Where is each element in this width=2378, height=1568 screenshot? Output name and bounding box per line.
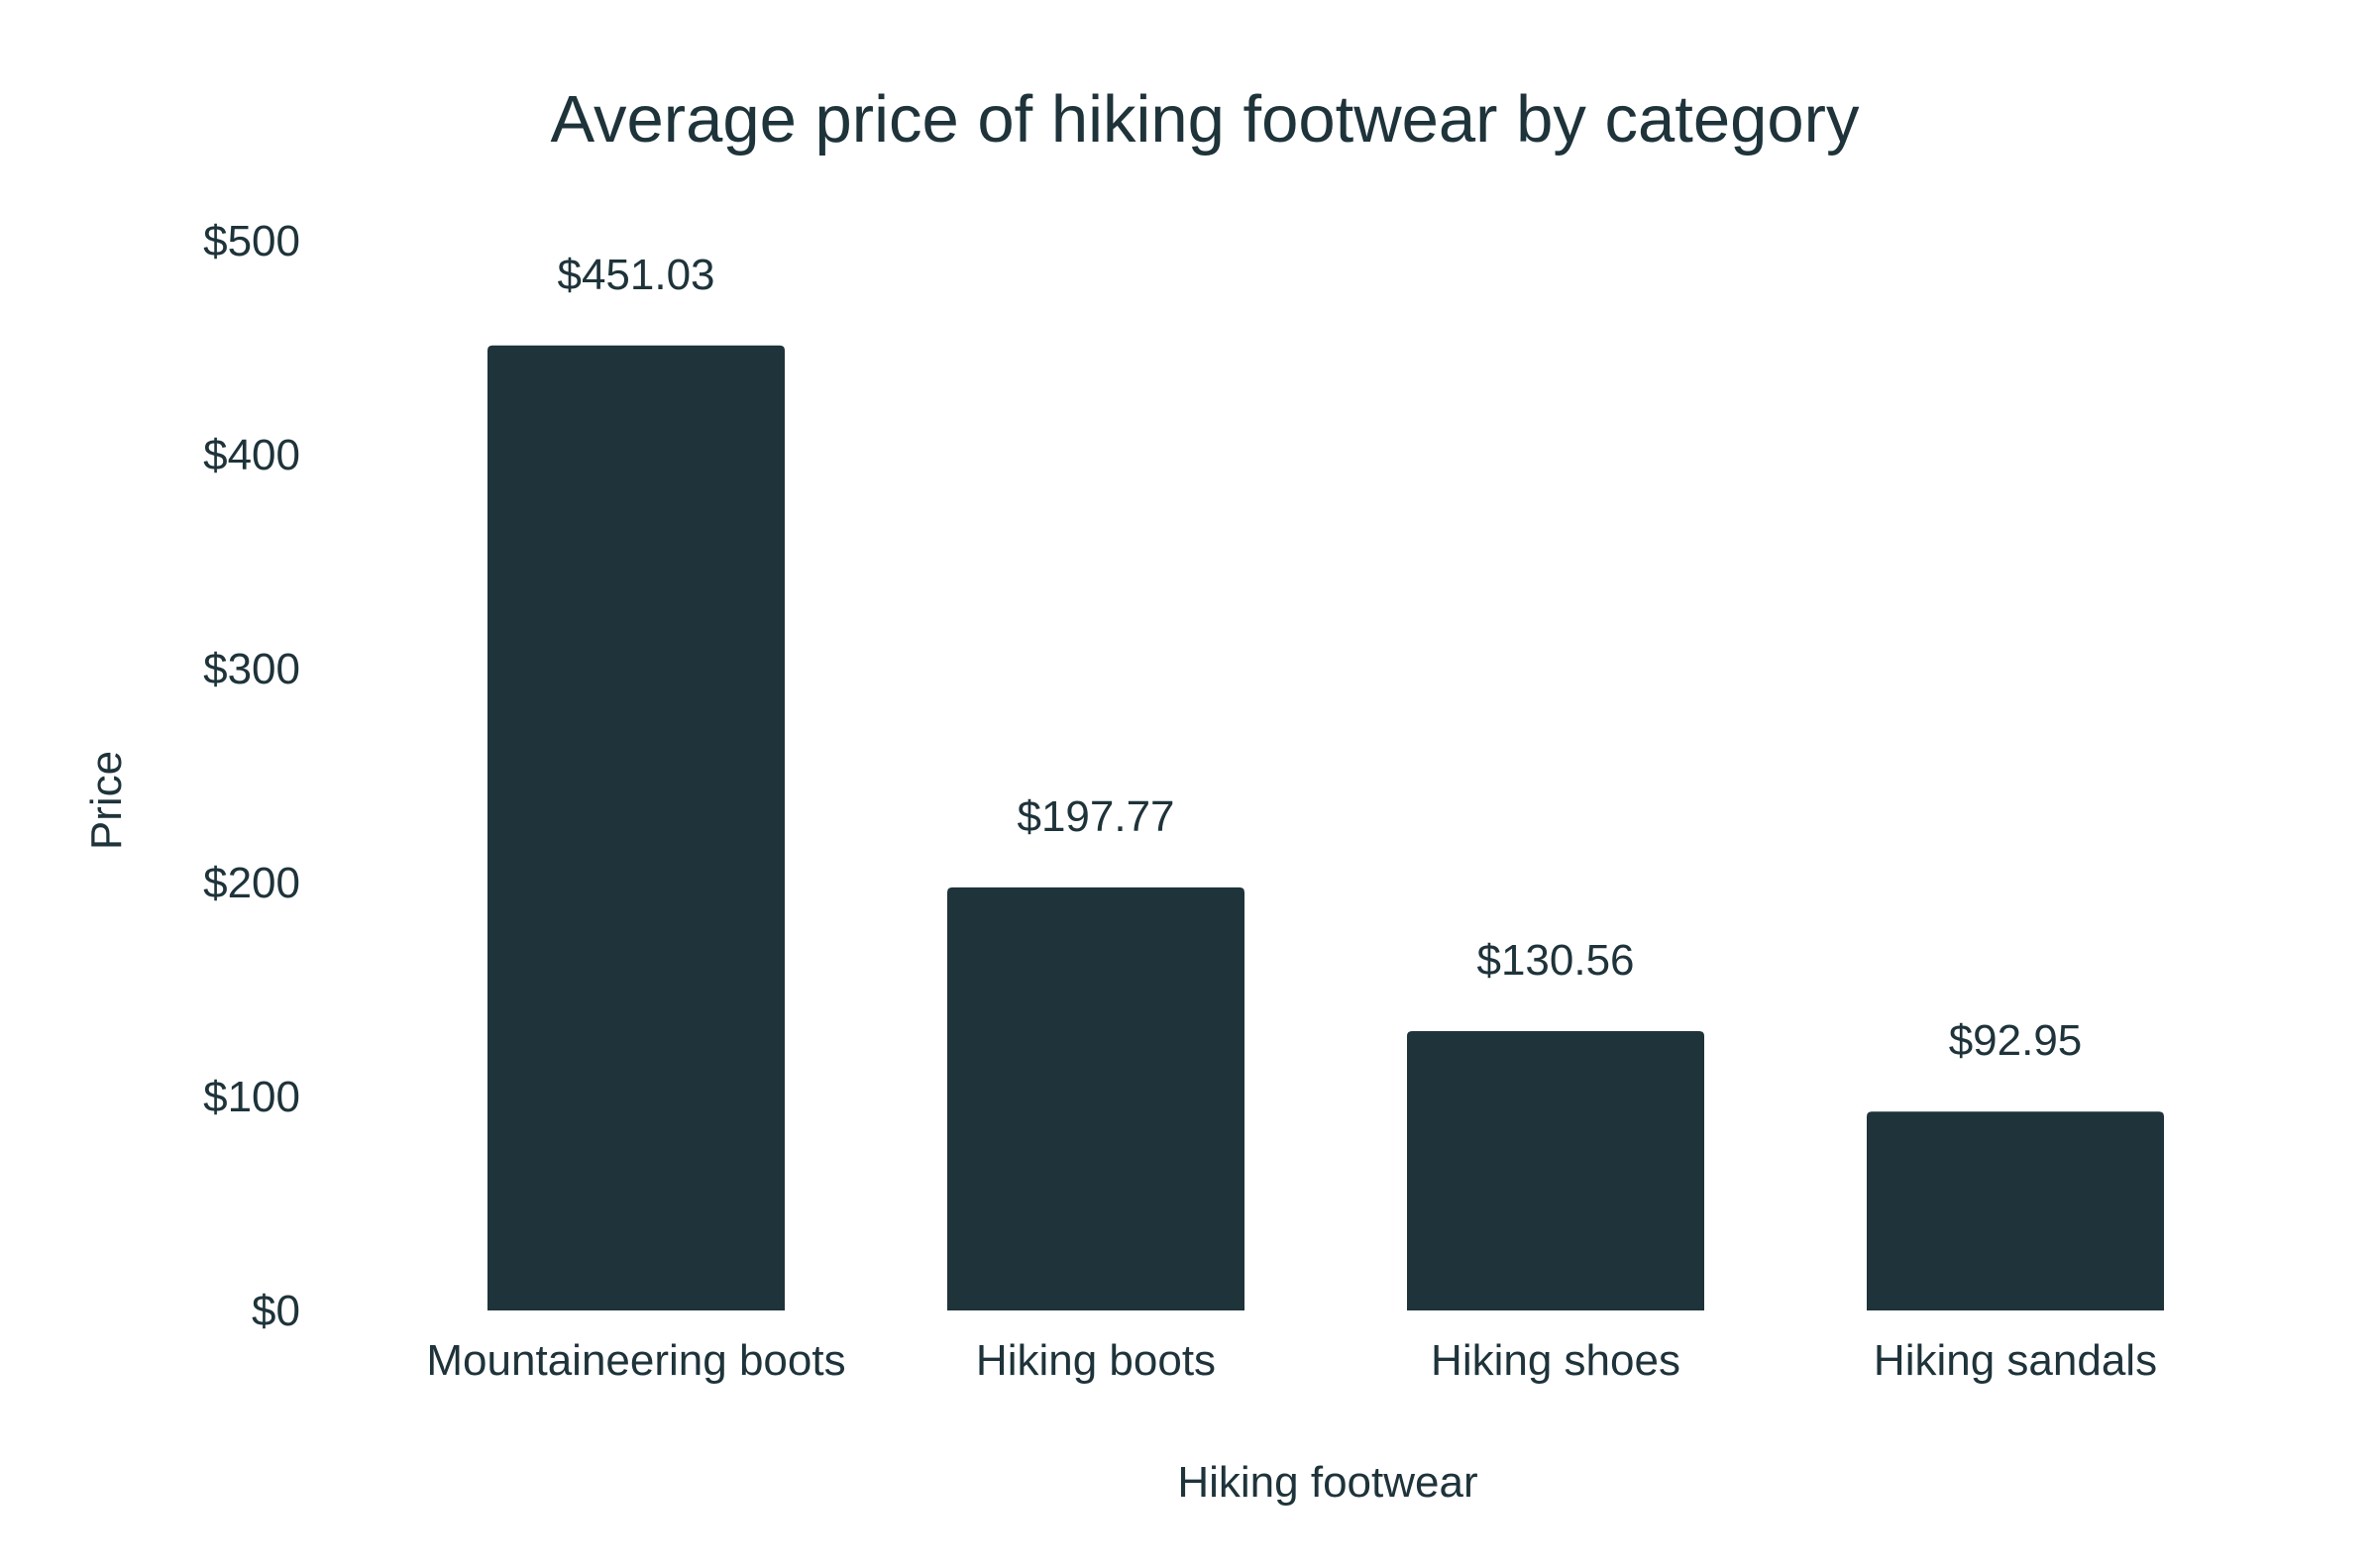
bar-data-label: $197.77	[1017, 792, 1174, 841]
x-category-label: Hiking boots	[976, 1336, 1216, 1385]
x-category-label: Hiking sandals	[1874, 1336, 2157, 1385]
bar-data-label: $451.03	[557, 251, 714, 299]
x-axis: Mountaineering boots Hiking boots Hiking s…	[426, 1336, 2157, 1385]
y-tick-label: $200	[203, 859, 300, 907]
bar-data-label: $92.95	[1949, 1016, 2083, 1065]
y-axis: $0 $100 $200 $300 $400 $500	[203, 217, 300, 1335]
bar	[947, 887, 1244, 1310]
y-tick-label: $0	[252, 1287, 300, 1335]
x-axis-title: Hiking footwear	[1177, 1458, 1477, 1507]
bar	[1407, 1030, 1704, 1310]
x-category-label: Mountaineering boots	[426, 1336, 845, 1385]
y-tick-label: $500	[203, 217, 300, 265]
y-tick-label: $100	[203, 1073, 300, 1121]
y-tick-label: $400	[203, 431, 300, 479]
y-axis-title: Price	[82, 751, 131, 850]
bar	[487, 345, 785, 1310]
bars-group: $451.03 $197.77 $130.56 $92.95	[487, 251, 2164, 1310]
bar-data-label: $130.56	[1476, 936, 1634, 985]
chart-title: Average price of hiking footwear by cate…	[551, 82, 1860, 157]
x-category-label: Hiking shoes	[1431, 1336, 1680, 1385]
bar	[1867, 1111, 2164, 1310]
y-tick-label: $300	[203, 645, 300, 693]
